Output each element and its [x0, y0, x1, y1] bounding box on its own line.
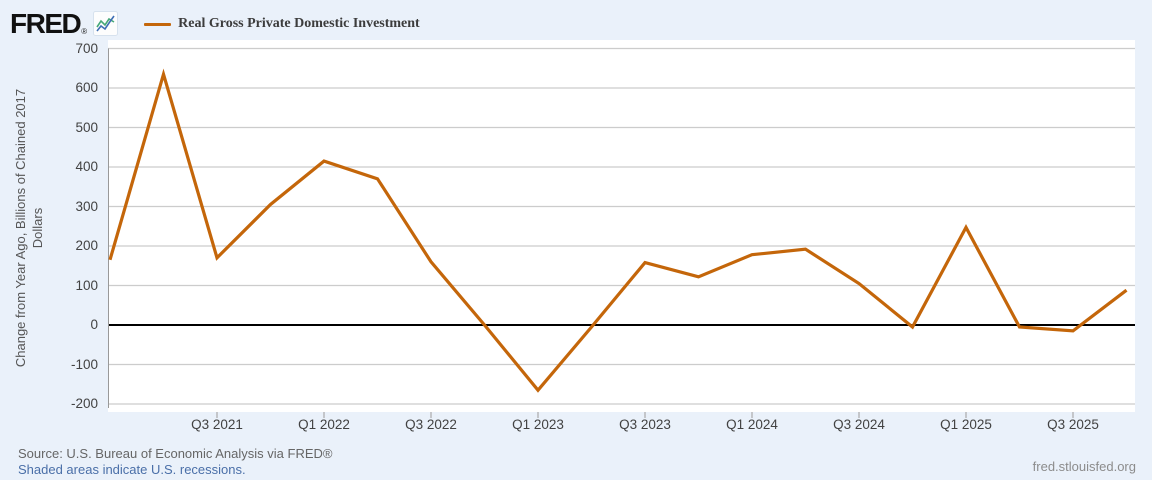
source-attribution: Source: U.S. Bureau of Economic Analysis… [18, 446, 333, 461]
x-tick-label: Q3 2021 [191, 417, 243, 432]
legend-line-swatch [144, 22, 172, 26]
y-tick-label: 700 [75, 40, 98, 56]
x-tick-label: Q3 2022 [405, 417, 457, 432]
series-line[interactable] [108, 68, 1128, 393]
x-tick-label: Q3 2025 [1047, 417, 1099, 432]
recessions-note-link[interactable]: Shaded areas indicate U.S. recessions. [18, 462, 246, 477]
chart-plot-area[interactable] [108, 40, 1135, 420]
y-tick-label: -200 [70, 396, 98, 411]
y-tick-label: 100 [75, 277, 98, 293]
y-tick-label: -100 [70, 356, 98, 372]
plot-background [108, 40, 1135, 412]
registered-trademark: ® [81, 27, 88, 36]
y-tick-label: 600 [75, 80, 98, 95]
fred-site-link[interactable]: fred.stlouisfed.org [1032, 459, 1136, 474]
chart-legend: Real Gross Private Domestic Investment [144, 16, 420, 32]
x-tick-label: Q3 2023 [619, 417, 671, 432]
sparkline-icon [93, 11, 119, 36]
plot-svg[interactable] [108, 40, 1135, 420]
x-tick-label: Q3 2024 [833, 417, 885, 432]
y-axis-title-line1: Change from Year Ago, Billions of Chaine… [13, 88, 28, 368]
fred-logo: FRED ® [10, 8, 119, 39]
x-tick-label: Q1 2022 [298, 417, 350, 432]
chart-header: FRED ® Real Gross Private Domestic Inves… [10, 8, 420, 40]
fred-logo-text: FRED [10, 8, 82, 39]
x-tick-label: Q1 2025 [940, 417, 992, 432]
y-tick-label: 200 [75, 238, 98, 253]
y-tick-label: 500 [75, 119, 98, 135]
x-tick-label: Q1 2023 [512, 417, 564, 432]
y-tick-label: 0 [90, 317, 98, 332]
x-tick-label: Q1 2024 [726, 417, 778, 432]
legend-series-label: Real Gross Private Domestic Investment [178, 16, 420, 31]
y-tick-label: 400 [75, 159, 98, 174]
y-tick-label: 300 [75, 198, 98, 214]
